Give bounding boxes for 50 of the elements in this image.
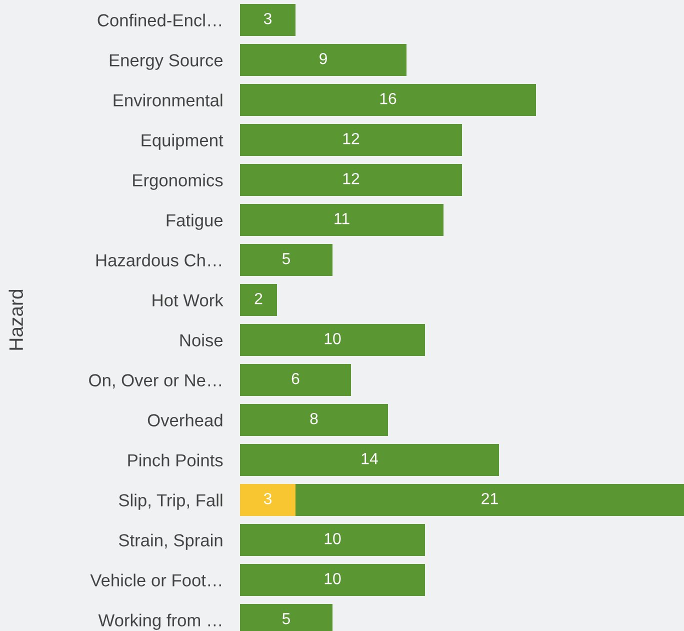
y-tick-label: Confined-Encl… (98, 14, 221, 26)
bar (240, 524, 425, 556)
y-tick-label: Energy Source (110, 54, 223, 70)
bar (240, 484, 296, 516)
y-tick-label: Hazardous Ch… (96, 254, 221, 266)
bar (296, 484, 684, 516)
data-label: 5 (282, 613, 290, 624)
data-label: 10 (324, 572, 341, 584)
data-label: 10 (324, 332, 341, 344)
bar (240, 4, 296, 36)
bar (240, 204, 444, 236)
bar (240, 444, 499, 476)
data-label: 14 (362, 453, 378, 464)
y-tick-label: Noise (180, 334, 223, 346)
bar (240, 44, 406, 76)
y-tick-label: Ergonomics (133, 174, 223, 190)
data-label: 16 (380, 92, 396, 104)
y-tick-label: On, Over or Ne… (89, 374, 221, 389)
y-tick-label: Vehicle or Foot… (90, 574, 221, 586)
data-label: 8 (310, 412, 318, 424)
y-tick-label: Pinch Points (128, 454, 223, 466)
y-tick-label: Environmental (114, 94, 222, 106)
bar (240, 324, 425, 356)
data-label: 9 (320, 52, 327, 64)
data-label: 21 (482, 492, 498, 504)
y-tick-label: Fatigue (166, 214, 223, 230)
bar (240, 84, 536, 116)
bar (240, 404, 388, 436)
data-label: 12 (343, 172, 360, 184)
y-axis-title: Hazard (8, 290, 24, 350)
y-tick-label: Overhead (148, 414, 222, 426)
data-label: 2 (254, 292, 262, 304)
data-label: 3 (264, 12, 272, 24)
data-label: 11 (334, 213, 350, 224)
data-label: 5 (282, 253, 290, 264)
y-tick-label: Hot Work (152, 294, 224, 306)
bar (240, 124, 462, 156)
bar (240, 564, 425, 596)
data-label: 3 (264, 492, 272, 504)
y-tick-label: Slip, Trip, Fall (118, 494, 222, 510)
bar (240, 284, 277, 316)
data-label: 12 (343, 132, 360, 144)
bar (240, 244, 332, 276)
y-tick-label: Strain, Sprain (118, 534, 222, 550)
bar (240, 164, 462, 196)
bar (240, 364, 351, 396)
y-tick-label: Equipment (142, 134, 224, 150)
y-tick-label: Working from … (98, 614, 221, 630)
data-label: 6 (292, 372, 300, 384)
data-label: 10 (324, 532, 341, 544)
